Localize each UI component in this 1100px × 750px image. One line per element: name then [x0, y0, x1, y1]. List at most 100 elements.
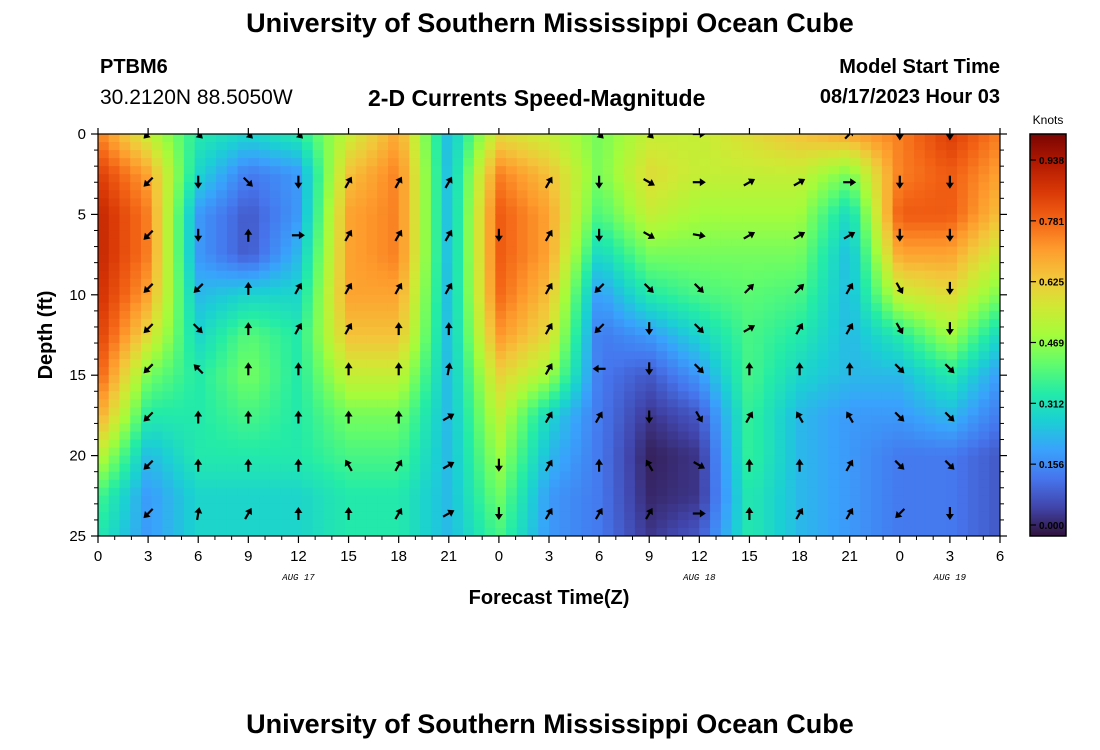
- current-vector-arrow: [444, 176, 453, 189]
- heatmap-cell: [226, 487, 239, 497]
- heatmap-cell: [269, 519, 282, 529]
- heatmap-cell: [237, 302, 249, 312]
- heatmap-cell: [216, 246, 228, 256]
- heatmap-cell: [774, 463, 786, 473]
- heatmap-cell: [570, 431, 582, 441]
- heatmap-cell: [613, 415, 625, 425]
- heatmap-cell: [667, 431, 679, 441]
- heatmap-cell: [420, 455, 432, 465]
- heatmap-cell: [506, 310, 518, 320]
- heatmap-cell: [538, 503, 550, 513]
- heatmap-cell: [753, 479, 765, 489]
- heatmap-cell: [216, 423, 228, 433]
- heatmap-cell: [570, 310, 582, 320]
- heatmap-cell: [710, 278, 722, 288]
- heatmap-cell: [506, 166, 518, 175]
- heatmap-cell: [581, 335, 593, 344]
- heatmap-cell: [452, 286, 464, 296]
- heatmap-cell: [302, 343, 314, 352]
- heatmap-cell: [130, 439, 142, 449]
- heatmap-cell: [549, 463, 561, 473]
- heatmap-cell: [473, 335, 486, 344]
- current-vector-arrow: [695, 410, 703, 423]
- heatmap-cell: [957, 286, 969, 296]
- heatmap-cell: [613, 351, 625, 360]
- heatmap-cell: [860, 158, 872, 167]
- heatmap-cell: [978, 415, 990, 425]
- heatmap-cell: [667, 174, 679, 183]
- heatmap-cell: [570, 286, 582, 296]
- heatmap-cell: [656, 214, 668, 224]
- heatmap-cell: [903, 471, 915, 481]
- heatmap-cell: [409, 262, 421, 272]
- heatmap-cell: [205, 238, 217, 248]
- heatmap-cell: [194, 527, 206, 536]
- heatmap-cell: [785, 407, 797, 416]
- heatmap-cell: [602, 343, 615, 352]
- heatmap-cell: [183, 182, 196, 191]
- heatmap-cell: [742, 182, 754, 191]
- heatmap-cell: [130, 463, 142, 473]
- heatmap-cell: [377, 278, 389, 288]
- heatmap-cell: [570, 375, 582, 384]
- heatmap-cell: [881, 463, 894, 473]
- heatmap-cell: [817, 254, 829, 264]
- heatmap-cell: [903, 431, 915, 441]
- heatmap-cell: [688, 270, 700, 280]
- heatmap-cell: [527, 343, 539, 352]
- heatmap-cell: [216, 527, 228, 536]
- heatmap-cell: [667, 134, 679, 143]
- heatmap-cell: [291, 495, 303, 505]
- heatmap-cell: [624, 238, 636, 248]
- heatmap-cell: [967, 182, 980, 191]
- heatmap-cell: [323, 351, 335, 360]
- heatmap-cell: [849, 238, 862, 248]
- heatmap-cell: [140, 351, 153, 360]
- heatmap-cell: [248, 254, 260, 264]
- heatmap-cell: [914, 527, 926, 536]
- current-vector-arrow: [344, 362, 353, 376]
- current-vector-arrow: [194, 507, 203, 521]
- heatmap-cell: [559, 399, 572, 408]
- heatmap-cell: [967, 310, 980, 320]
- heatmap-cell: [484, 230, 496, 240]
- heatmap-cell: [269, 335, 282, 344]
- heatmap-cell: [452, 310, 464, 320]
- heatmap-cell: [935, 527, 947, 536]
- heatmap-cell: [280, 479, 292, 489]
- heatmap-cell: [817, 351, 829, 360]
- heatmap-cell: [302, 415, 314, 425]
- heatmap-cell: [849, 383, 862, 392]
- x-tick-label: 21: [440, 548, 457, 565]
- heatmap-cell: [710, 302, 722, 312]
- colorbar-tick-label: 0.469: [1039, 339, 1064, 350]
- heatmap-cell: [549, 198, 561, 207]
- heatmap-cell: [140, 527, 153, 536]
- current-vector-arrow: [894, 411, 905, 422]
- heatmap-cell: [226, 367, 239, 376]
- heatmap-cell: [946, 431, 958, 441]
- heatmap-cell: [398, 142, 411, 151]
- heatmap-cell: [151, 527, 164, 536]
- heatmap-cell: [763, 318, 776, 328]
- heatmap-cell: [785, 423, 797, 433]
- heatmap-cell: [763, 310, 776, 320]
- heatmap-cell: [98, 335, 110, 344]
- heatmap-cell: [366, 471, 378, 481]
- heatmap-cell: [978, 367, 990, 376]
- heatmap-cell: [366, 495, 378, 505]
- heatmap-cell: [753, 238, 765, 248]
- heatmap-cell: [173, 230, 185, 240]
- heatmap-cell: [892, 238, 904, 248]
- heatmap-cell: [742, 343, 754, 352]
- heatmap-cell: [688, 190, 700, 199]
- heatmap-cell: [291, 511, 303, 521]
- heatmap-cell: [817, 415, 829, 425]
- heatmap-cell: [710, 230, 722, 240]
- heatmap-cell: [645, 246, 657, 256]
- heatmap-cell: [645, 391, 657, 400]
- heatmap-cell: [130, 367, 142, 376]
- heatmap-cell: [355, 174, 368, 183]
- heatmap-cell: [506, 326, 518, 336]
- heatmap-cell: [366, 359, 378, 368]
